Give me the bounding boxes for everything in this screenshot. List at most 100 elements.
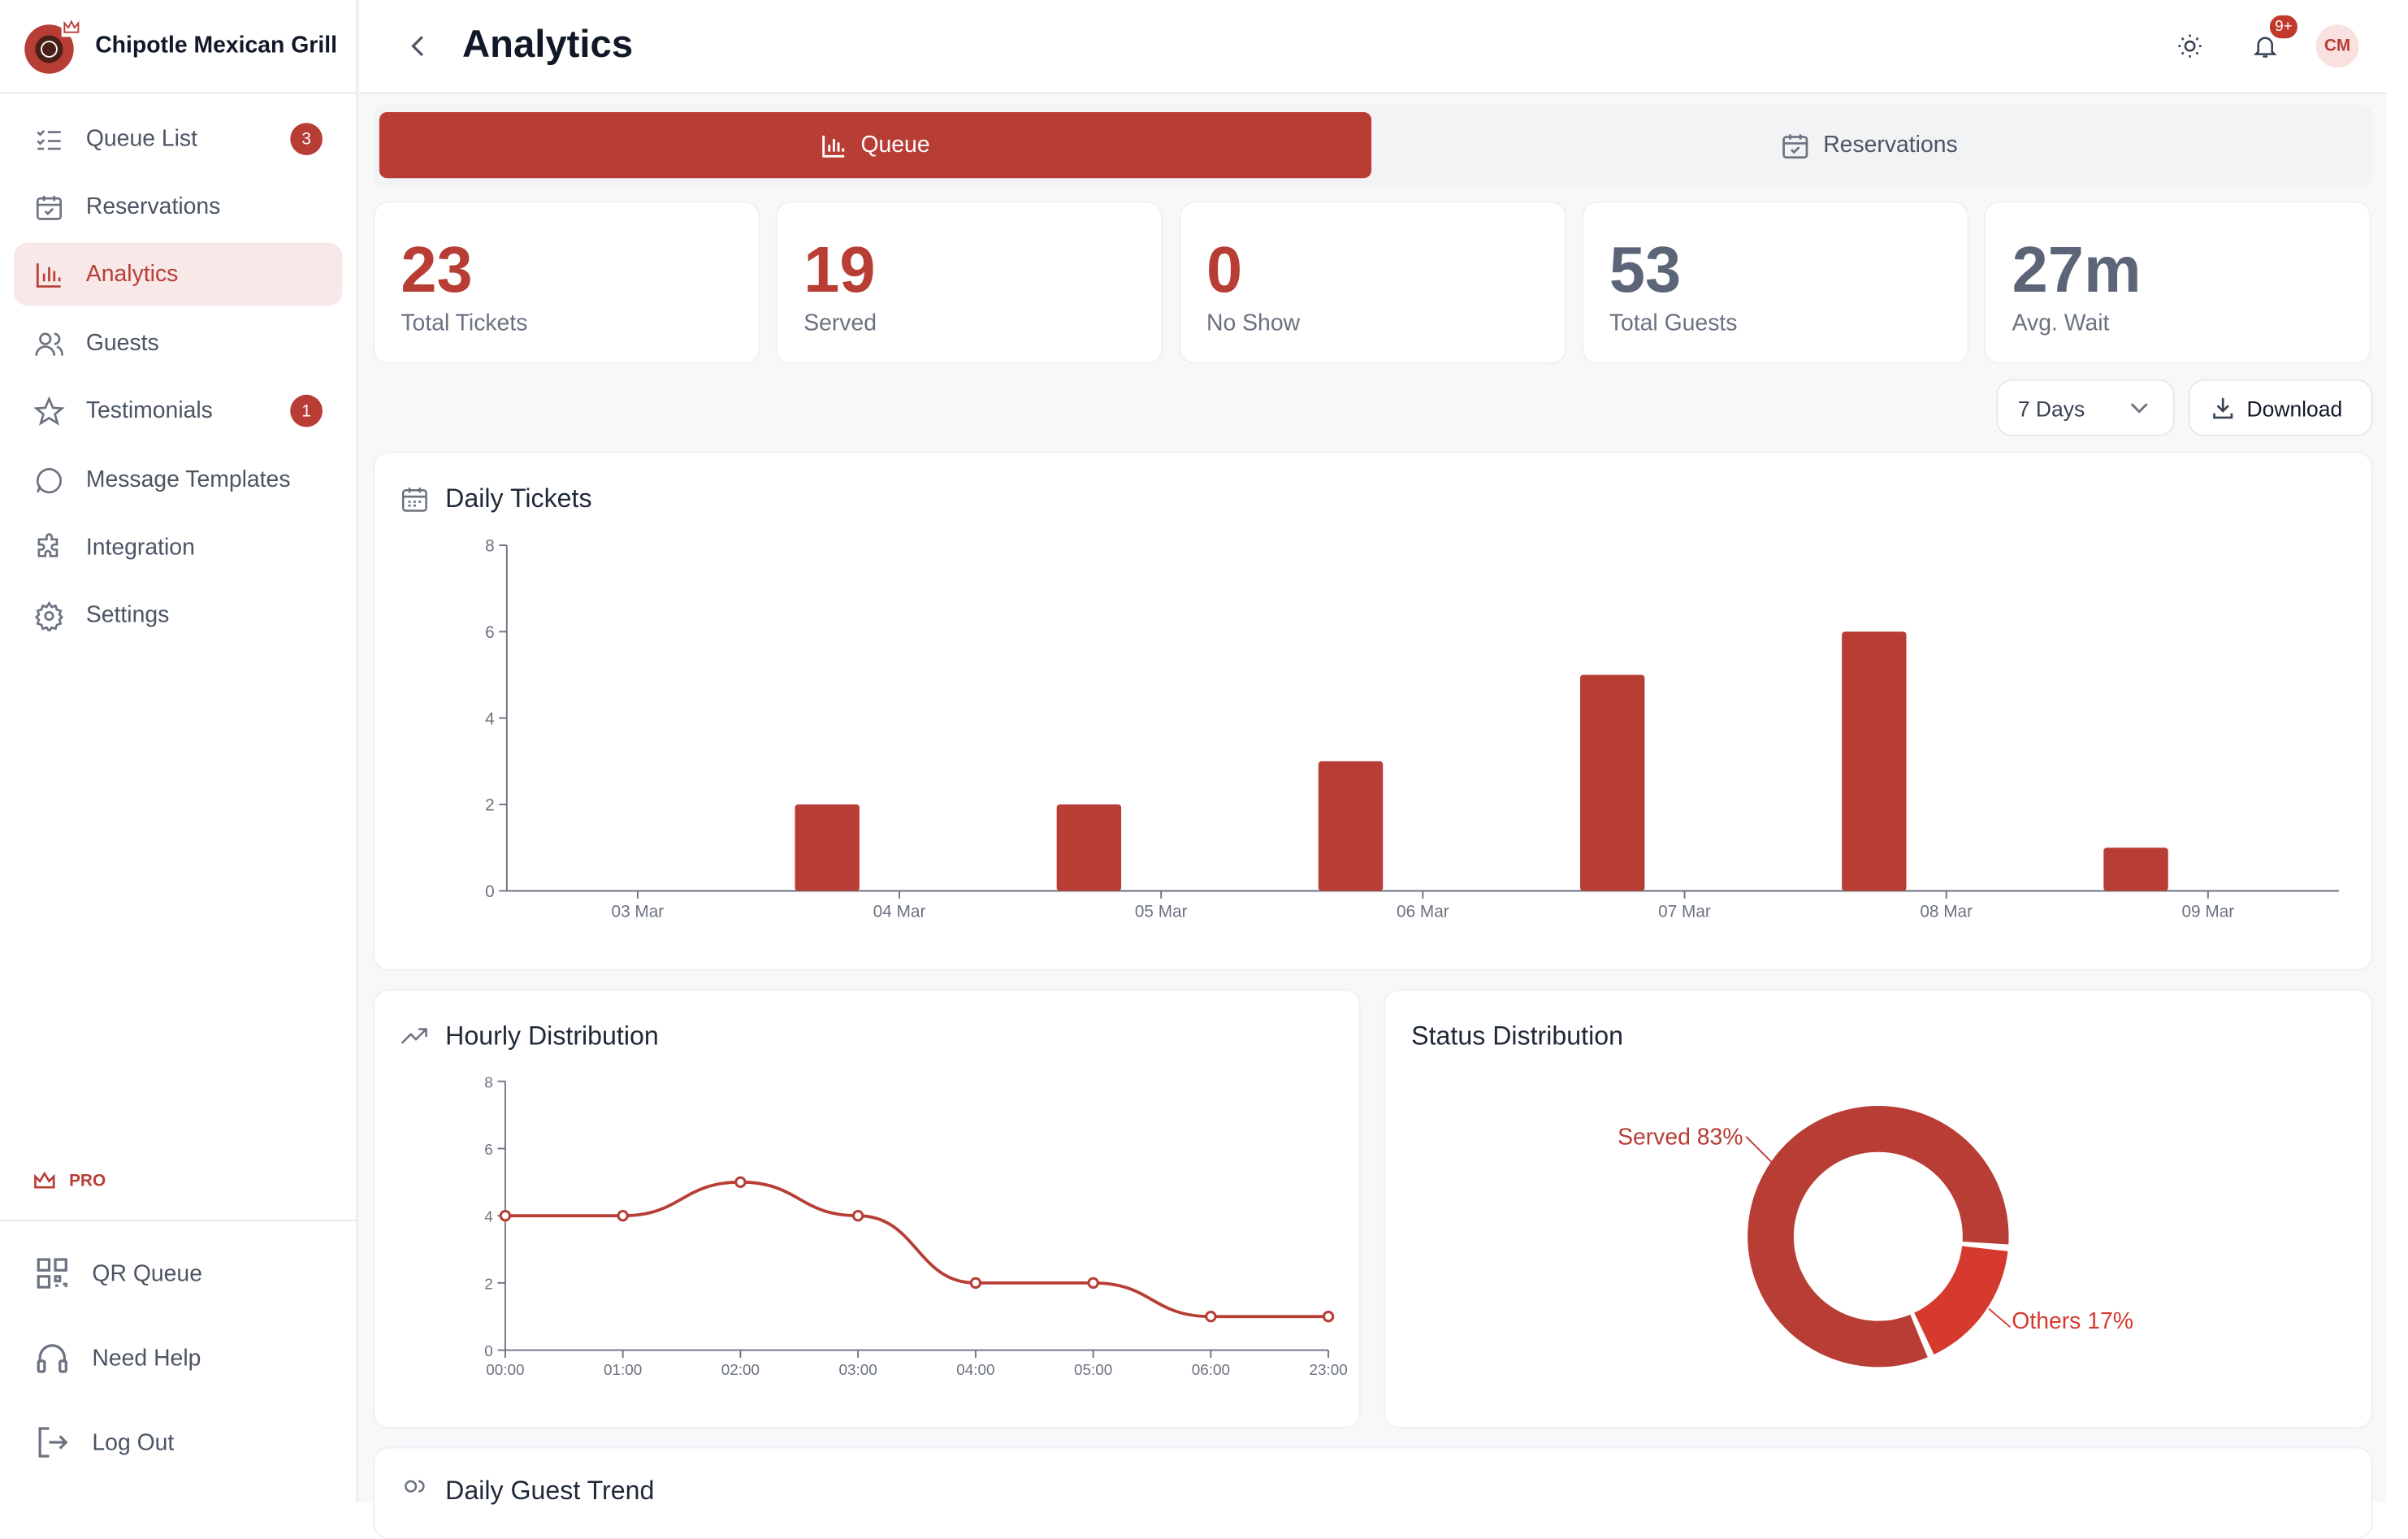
sidebar-item-label: Reservations xyxy=(85,193,221,220)
bar xyxy=(1842,631,1907,891)
sidebar-item-reservations[interactable]: Reservations xyxy=(14,175,343,238)
tab-bar: Queue Reservations xyxy=(373,104,2373,188)
sidebar-item-label: Queue List xyxy=(85,126,197,153)
trending-up-icon xyxy=(401,1028,427,1044)
back-chevron-icon[interactable] xyxy=(409,34,427,59)
series-line xyxy=(505,1180,1329,1319)
gear-icon xyxy=(34,600,64,631)
data-point xyxy=(734,1176,747,1189)
calendar-check-icon xyxy=(1782,133,1808,158)
y-tick-label: 6 xyxy=(485,623,495,642)
card-title: Status Distribution xyxy=(1411,1021,1623,1051)
sidebar-item-testimonials[interactable]: Testimonials 1 xyxy=(14,379,343,443)
title-text: Hourly Distribution xyxy=(445,1021,659,1051)
sidebar-item-label: Integration xyxy=(85,534,195,561)
card-title: Daily Guest Trend xyxy=(405,1476,655,1507)
daily-tickets-chart: 0 2 4 6 8 03 Mar 04 Mar 05 Mar 06 Mar 07 Mar 08 Ma… xyxy=(485,537,2339,921)
x-tick-label: 03 Mar xyxy=(612,903,665,921)
y-tick-label: 8 xyxy=(485,537,495,556)
top-header: Analytics 9+ CM xyxy=(359,0,2387,94)
x-tick-label: 04 Mar xyxy=(873,903,926,921)
tab-queue[interactable]: Queue xyxy=(379,111,1372,179)
tab-reservations[interactable]: Reservations xyxy=(1371,112,2367,178)
title-text: Daily Tickets xyxy=(445,483,592,514)
sidebar-item-log-out[interactable]: Log Out xyxy=(34,1424,175,1460)
stat-value: 0 xyxy=(1206,233,1243,306)
stat-card: 0 No Show xyxy=(1178,201,1566,365)
stat-label: Total Guests xyxy=(1609,310,1738,336)
status-distribution-card: Status Distribution Served 83% Others 17% xyxy=(1384,989,2373,1428)
puzzle-icon xyxy=(37,532,58,557)
x-tick-label: 07 Mar xyxy=(1658,903,1711,921)
data-point xyxy=(1205,1311,1217,1323)
stat-label: Total Tickets xyxy=(401,310,528,336)
avatar[interactable]: CM xyxy=(2315,24,2359,68)
sidebar-item-settings[interactable]: Settings xyxy=(14,583,343,647)
range-value: 7 Days xyxy=(2017,395,2085,420)
bar-chart-icon xyxy=(823,134,846,157)
sidebar-item-need-help[interactable]: Need Help xyxy=(34,1339,201,1376)
bar xyxy=(1056,804,1122,891)
y-tick-label: 4 xyxy=(484,1209,493,1226)
daily-guest-trend-card: Daily Guest Trend xyxy=(373,1446,2373,1539)
stat-label: Avg. Wait xyxy=(2012,310,2110,336)
sidebar-item-analytics[interactable]: Analytics xyxy=(14,242,343,306)
brand-header: Chipotle Mexican Grill xyxy=(0,0,358,94)
qr-code-icon xyxy=(37,1258,67,1289)
data-point xyxy=(617,1209,629,1222)
sidebar-item-label: Settings xyxy=(85,601,170,629)
donut-slice xyxy=(1748,1106,2009,1368)
sidebar-item-qr-queue[interactable]: QR Queue xyxy=(34,1255,202,1291)
bar xyxy=(2103,848,2168,891)
download-button[interactable]: Download xyxy=(2188,379,2373,436)
message-icon xyxy=(36,467,63,493)
stat-value: 19 xyxy=(803,233,876,306)
x-tick-label: 06 Mar xyxy=(1397,903,1449,921)
sidebar-item-guests[interactable]: Guests xyxy=(14,312,343,375)
stat-card: 53 Total Guests xyxy=(1581,201,1969,365)
page-title: Analytics xyxy=(461,23,634,67)
slice-label: Others 17% xyxy=(2012,1308,2133,1334)
x-tick-label: 05 Mar xyxy=(1135,903,1188,921)
donut-slice xyxy=(1914,1246,2008,1355)
daily-tickets-card: Daily Tickets 0 2 4 6 8 03 Mar 04 Mar 05 Mar 06 … xyxy=(373,451,2373,971)
bell-icon[interactable] xyxy=(2251,33,2279,60)
label-leader xyxy=(1745,1136,1774,1164)
title-text: Daily Guest Trend xyxy=(445,1476,655,1506)
sidebar-item-label: Message Templates xyxy=(85,466,291,493)
x-tick-label: 02:00 xyxy=(721,1362,760,1379)
count-badge: 1 xyxy=(290,394,323,427)
crown-icon xyxy=(34,1172,55,1189)
users-icon xyxy=(405,1480,425,1493)
tab-label: Queue xyxy=(860,132,930,158)
stat-label: Served xyxy=(803,310,877,336)
calendar-check-icon xyxy=(36,195,63,219)
count-badge: 3 xyxy=(290,123,323,155)
x-tick-label: 09 Mar xyxy=(2182,903,2235,921)
range-select[interactable]: 7 Days xyxy=(1996,379,2175,436)
sidebar-item-message-templates[interactable]: Message Templates xyxy=(14,449,343,512)
sun-icon[interactable] xyxy=(2176,33,2204,60)
pro-text: PRO xyxy=(69,1172,106,1190)
y-tick-label: 6 xyxy=(484,1142,493,1159)
y-tick-label: 8 xyxy=(484,1074,493,1091)
sidebar-item-integration[interactable]: Integration xyxy=(14,516,343,579)
x-tick-label: 23:00 xyxy=(1309,1362,1347,1379)
stat-card: 27m Avg. Wait xyxy=(1984,201,2371,365)
y-tick-label: 0 xyxy=(484,1343,493,1360)
scrollbar-track[interactable] xyxy=(2386,0,2408,1502)
x-tick-label: 05:00 xyxy=(1074,1362,1112,1379)
label: QR Queue xyxy=(92,1259,202,1287)
hourly-distribution-card: Hourly Distribution 0 2 4 6 8 00:00 01:00 02:00… xyxy=(373,989,1361,1428)
label: Log Out xyxy=(92,1428,175,1456)
sidebar-item-queue-list[interactable]: Queue List 3 xyxy=(14,107,343,171)
card-title: Hourly Distribution xyxy=(401,1021,659,1052)
headset-icon xyxy=(37,1344,67,1373)
notification-badge: 9+ xyxy=(2267,12,2301,42)
stat-value: 53 xyxy=(1609,233,1682,306)
sidebar-item-label: Guests xyxy=(85,330,159,357)
sidebar-item-label: Analytics xyxy=(85,261,179,288)
divider xyxy=(0,1219,358,1221)
tab-label: Reservations xyxy=(1823,132,1958,158)
chevron-down-icon xyxy=(2130,403,2148,414)
